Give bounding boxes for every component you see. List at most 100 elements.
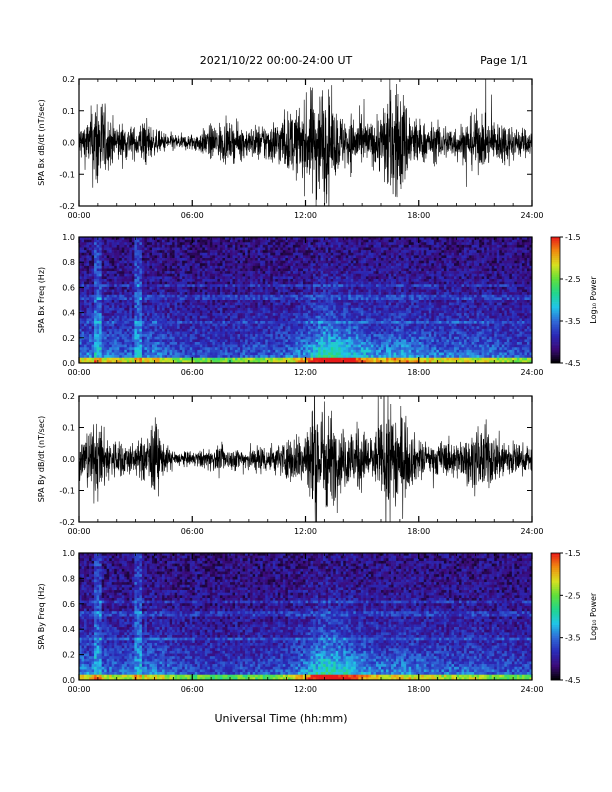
heatmap-cell — [237, 342, 241, 345]
heatmap-cell — [172, 331, 175, 335]
heatmap-cell — [151, 260, 155, 264]
heatmap-cell — [285, 331, 289, 335]
heatmap-cell — [305, 250, 309, 254]
heatmap-cell — [111, 292, 115, 296]
heatmap-cell — [202, 305, 206, 309]
heatmap-cell — [265, 360, 269, 363]
heatmap-cell — [111, 250, 115, 254]
heatmap-cell — [131, 279, 135, 282]
heatmap-cell — [280, 271, 284, 275]
heatmap-cell — [270, 268, 274, 272]
heatmap-cell — [94, 289, 97, 293]
heatmap-cell — [275, 279, 279, 282]
heatmap-cell — [199, 265, 203, 269]
heatmap-cell — [84, 284, 87, 288]
heatmap-cell — [217, 268, 221, 272]
heatmap-cell — [282, 273, 286, 277]
heatmap-cell — [305, 292, 309, 296]
heatmap-cell — [154, 331, 158, 335]
heatmap-cell — [129, 355, 133, 359]
heatmap-cell — [257, 255, 261, 259]
heatmap-cell — [305, 244, 309, 248]
heatmap-cell — [330, 271, 334, 275]
heatmap-cell — [313, 258, 316, 261]
heatmap-cell — [240, 239, 243, 243]
heatmap-cell — [260, 357, 264, 361]
heatmap-cell — [330, 250, 334, 254]
heatmap-cell — [131, 307, 135, 311]
heatmap-cell — [277, 273, 281, 277]
heatmap-cell — [184, 289, 188, 293]
x-tick-label: 06:00 — [181, 211, 204, 220]
heatmap-cell — [313, 360, 316, 363]
heatmap-cell — [333, 281, 336, 285]
heatmap-cell — [179, 284, 183, 288]
heatmap-cell — [230, 297, 233, 301]
heatmap-cell — [129, 300, 133, 303]
heatmap-cell — [305, 263, 309, 267]
heatmap-cell — [318, 260, 321, 264]
heatmap-cell — [272, 360, 276, 363]
heatmap-cell — [247, 349, 251, 353]
heatmap-cell — [255, 273, 258, 277]
heatmap-cell — [219, 307, 223, 311]
heatmap-cell — [320, 339, 324, 343]
heatmap-cell — [149, 305, 153, 309]
heatmap-cell — [144, 292, 148, 296]
heatmap-cell — [111, 244, 115, 248]
heatmap-cell — [164, 328, 168, 332]
heatmap-cell — [134, 323, 138, 327]
heatmap-cell — [144, 273, 148, 277]
heatmap-cell — [207, 289, 211, 293]
heatmap-cell — [313, 334, 316, 338]
heatmap-cell — [252, 284, 256, 288]
heatmap-cell — [333, 244, 336, 248]
heatmap-cell — [300, 244, 304, 248]
heatmap-cell — [167, 260, 170, 264]
heatmap-cell — [333, 276, 336, 280]
heatmap-cell — [114, 328, 118, 332]
heatmap-cell — [157, 281, 160, 285]
heatmap-cell — [255, 305, 258, 309]
heatmap-cell — [189, 255, 193, 259]
heatmap-cell — [192, 289, 196, 293]
heatmap-cell — [302, 255, 306, 259]
heatmap-cell — [177, 323, 180, 327]
heatmap-cell — [121, 344, 125, 348]
heatmap-cell — [237, 242, 241, 246]
heatmap-cell — [297, 318, 301, 322]
heatmap-cell — [292, 237, 296, 240]
heatmap-cell — [136, 339, 140, 343]
heatmap-cell — [99, 331, 102, 335]
heatmap-cell — [179, 255, 183, 259]
heatmap-cell — [262, 323, 266, 327]
heatmap-cell — [199, 344, 203, 348]
heatmap-cell — [199, 284, 203, 288]
heatmap-cell — [297, 297, 301, 301]
heatmap-cell — [144, 313, 148, 317]
heatmap-cell — [197, 247, 201, 251]
heatmap-cell — [162, 258, 165, 261]
heatmap-cell — [96, 297, 100, 301]
heatmap-cell — [325, 279, 329, 282]
heatmap-cell — [192, 339, 196, 343]
heatmap-cell — [247, 342, 251, 345]
heatmap-cell — [139, 302, 143, 306]
heatmap-cell — [184, 273, 188, 277]
heatmap-cell — [104, 355, 107, 359]
heatmap-cell — [290, 326, 294, 330]
heatmap-cell — [282, 297, 286, 301]
heatmap-cell — [328, 347, 331, 351]
heatmap-cell — [184, 250, 188, 254]
heatmap-cell — [131, 355, 135, 359]
heatmap-cell — [295, 315, 299, 319]
heatmap-cell — [174, 352, 178, 356]
heatmap-cell — [282, 307, 286, 311]
heatmap-cell — [194, 258, 198, 261]
heatmap-cell — [207, 247, 211, 251]
heatmap-cell — [79, 328, 82, 332]
heatmap-cell — [247, 328, 251, 332]
heatmap-cell — [179, 237, 183, 240]
heatmap-cell — [106, 239, 110, 243]
heatmap-cell — [187, 355, 191, 359]
